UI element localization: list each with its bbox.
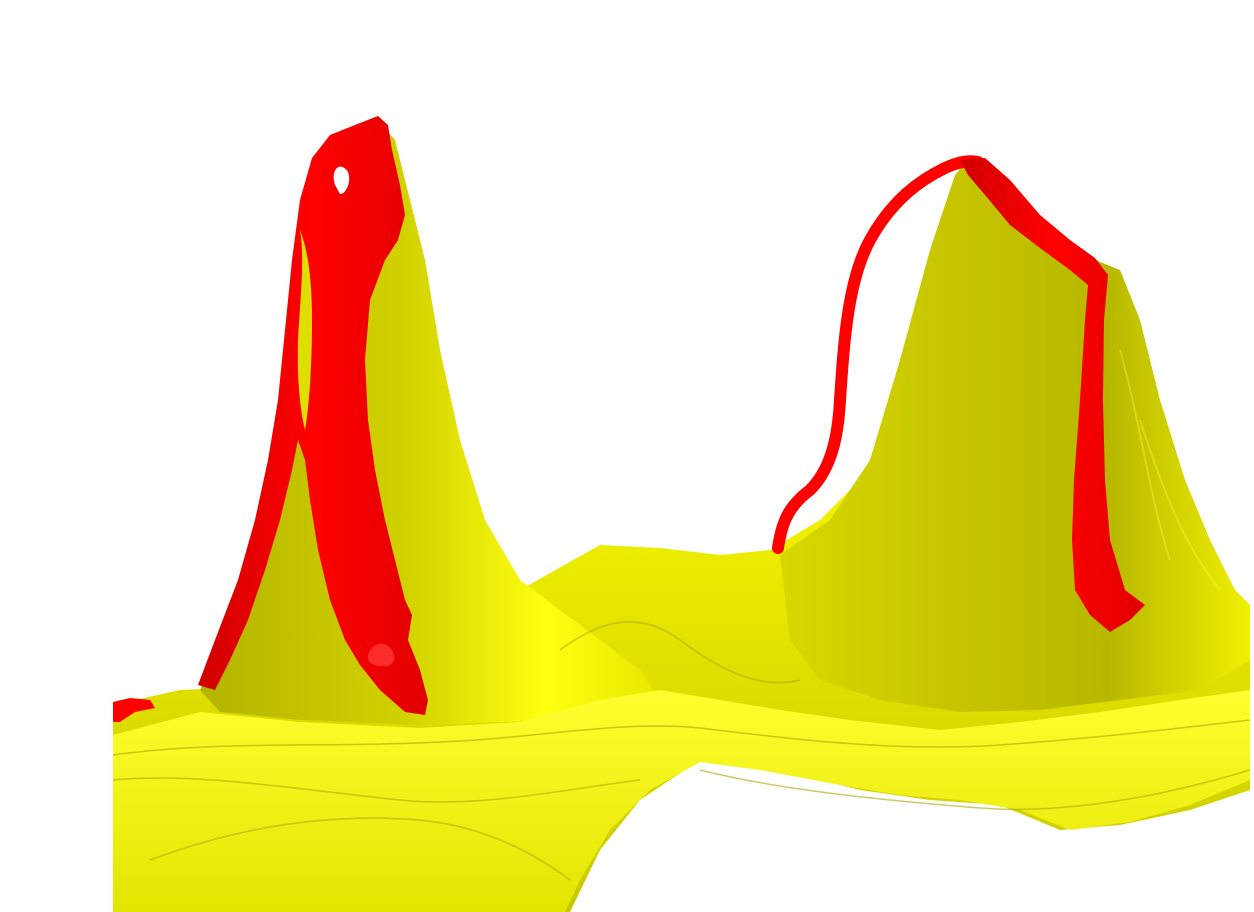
right-red-ribbon [772, 155, 984, 554]
left-red-ribbon [198, 116, 428, 715]
left-ribbon-lower-loop [367, 643, 395, 667]
surface-contours [112, 621, 1251, 881]
left-foreground-ridge [113, 690, 1250, 912]
right-red-ribbon-band [960, 158, 1145, 632]
right-peak-highlights [1119, 349, 1221, 591]
left-ribbon-gap [297, 230, 312, 430]
left-edge-red-patch [113, 698, 155, 722]
right-peak [780, 160, 1250, 712]
left-peak [200, 120, 660, 725]
left-ribbon-loop-hole [333, 166, 350, 195]
